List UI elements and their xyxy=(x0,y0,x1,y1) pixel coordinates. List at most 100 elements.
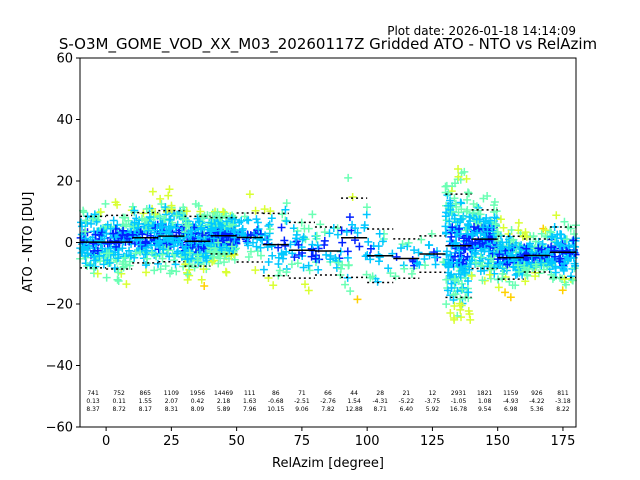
bin-stat-label: -2.51 xyxy=(294,398,310,405)
data-point xyxy=(501,288,510,297)
bin-stat-label: 6.98 xyxy=(504,406,518,413)
data-point xyxy=(458,285,467,294)
data-point xyxy=(341,280,350,289)
data-point xyxy=(106,250,115,259)
bin-stat-label: 741 xyxy=(87,390,99,397)
data-point xyxy=(342,227,351,236)
data-point xyxy=(558,286,567,295)
plot-date: Plot date: 2026-01-18 14:14:09 xyxy=(387,24,576,38)
bin-stat-label: 865 xyxy=(140,390,152,397)
data-point xyxy=(170,256,179,265)
data-point xyxy=(351,224,360,233)
data-point xyxy=(101,199,110,208)
data-point xyxy=(81,216,90,225)
data-point xyxy=(460,167,469,176)
bin-stat-label: 2931 xyxy=(451,390,466,397)
data-point xyxy=(110,264,119,273)
data-point xyxy=(155,224,164,233)
data-point xyxy=(76,218,85,227)
data-point xyxy=(463,195,472,204)
data-point xyxy=(487,265,496,274)
data-point xyxy=(413,259,422,268)
bin-stat-label: 5.92 xyxy=(426,406,440,413)
bin-stat-label: 8.31 xyxy=(165,406,179,413)
data-point xyxy=(441,229,450,238)
data-point xyxy=(105,249,114,258)
data-point xyxy=(378,237,387,246)
bin-stat-label: 14469 xyxy=(214,390,233,397)
data-point xyxy=(452,202,461,211)
data-point xyxy=(142,268,151,277)
data-point xyxy=(464,307,473,316)
data-point xyxy=(142,205,151,214)
data-point xyxy=(81,227,90,236)
data-point xyxy=(431,260,440,269)
bin-stat-label: 9.06 xyxy=(295,406,309,413)
data-point xyxy=(161,261,170,270)
data-point xyxy=(158,250,167,259)
data-point xyxy=(398,240,407,249)
data-point xyxy=(122,220,131,229)
data-point xyxy=(353,228,362,237)
data-point xyxy=(227,242,236,251)
data-point xyxy=(355,242,364,251)
bin-stat-label: 811 xyxy=(557,390,569,397)
data-point xyxy=(125,257,134,266)
data-point xyxy=(541,226,550,235)
data-point xyxy=(457,215,466,224)
data-point xyxy=(156,265,165,274)
bin-stat-label: 1159 xyxy=(503,390,518,397)
data-point xyxy=(182,221,191,230)
data-point xyxy=(563,253,572,262)
y-tick-label: −20 xyxy=(46,298,73,313)
chart-title: S-O3M_GOME_VOD_XX_M03_20260117Z Gridded … xyxy=(59,35,597,54)
data-point xyxy=(112,242,121,251)
data-point xyxy=(280,236,289,245)
data-point xyxy=(521,228,530,237)
data-point xyxy=(93,246,102,255)
data-point xyxy=(366,273,375,282)
data-point xyxy=(442,300,451,309)
data-point xyxy=(81,252,90,261)
bin-stat-label: -4.22 xyxy=(529,398,545,405)
data-point xyxy=(473,206,482,215)
data-point xyxy=(93,216,102,225)
data-point xyxy=(366,255,375,264)
data-point xyxy=(197,275,206,284)
data-point xyxy=(445,217,454,226)
data-point xyxy=(467,230,476,239)
data-point xyxy=(118,244,127,253)
data-point xyxy=(483,227,492,236)
bin-stat-label: 8.72 xyxy=(112,406,126,413)
data-point xyxy=(308,210,317,219)
bin-stat-label: 1821 xyxy=(477,390,492,397)
data-point xyxy=(278,210,287,219)
data-point xyxy=(454,165,463,173)
data-point xyxy=(268,251,277,260)
data-point xyxy=(514,226,523,235)
data-point xyxy=(548,274,557,283)
data-point xyxy=(99,260,108,269)
data-point xyxy=(128,202,137,211)
data-point xyxy=(344,261,353,270)
bin-stat-label: 28 xyxy=(376,390,384,397)
data-point xyxy=(220,258,229,267)
data-point xyxy=(184,229,193,238)
x-tick-label: 25 xyxy=(163,434,180,449)
data-point xyxy=(312,231,321,240)
data-point xyxy=(400,264,409,273)
data-point xyxy=(214,238,223,247)
bin-stat-label: 9.54 xyxy=(478,406,492,413)
bin-stat-label: -0.68 xyxy=(268,398,284,405)
bin-stat-label: 5.36 xyxy=(530,406,544,413)
data-point xyxy=(493,227,502,236)
data-point xyxy=(552,238,561,247)
data-point xyxy=(325,229,334,238)
data-point xyxy=(556,254,565,263)
data-point xyxy=(565,249,574,258)
data-point xyxy=(536,258,545,267)
data-point xyxy=(246,247,255,256)
data-point xyxy=(90,210,99,219)
